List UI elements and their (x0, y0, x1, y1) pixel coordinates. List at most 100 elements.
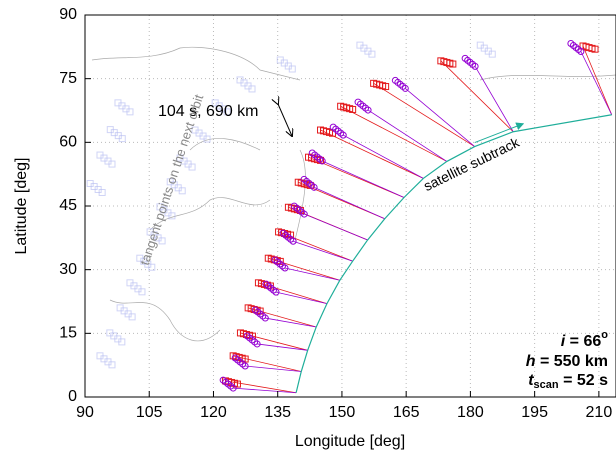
param-symbol: t (528, 372, 534, 389)
y-tick-label: 30 (59, 261, 77, 278)
scan-end-point (251, 306, 259, 314)
next-orbit-point (188, 163, 196, 171)
purple-sight-line (292, 240, 353, 262)
x-tick-label: 195 (521, 404, 548, 421)
y-tick-label: 0 (68, 388, 77, 405)
x-tick-label: 105 (136, 404, 163, 421)
separation-annotation: 104 s, 690 km (158, 103, 292, 136)
scan-end-point (290, 202, 298, 210)
scan-end-point (262, 280, 270, 288)
y-tick-label: 15 (59, 325, 77, 342)
next-orbit-point (138, 288, 146, 296)
y-tick-label: 75 (59, 70, 77, 87)
param-text: = 550 km (536, 353, 609, 370)
subtrack-arrow (474, 122, 525, 144)
next-orbit-point (98, 189, 106, 197)
tangent-point (449, 60, 457, 68)
scan-end-point (243, 332, 251, 340)
y-tick-label: 45 (59, 197, 77, 214)
subtrack-line (295, 114, 612, 393)
param-h: h = 550 km (526, 353, 608, 370)
red-sight-line (320, 129, 424, 179)
scan-end-point (300, 175, 308, 183)
x-tick-label: 210 (586, 404, 613, 421)
purple-sight-line (313, 186, 385, 220)
next-orbit-point (178, 187, 186, 195)
purple-sight-line (580, 51, 613, 115)
next-orbit-point (108, 361, 116, 369)
next-orbit-point (488, 50, 496, 58)
scan-end-point (567, 40, 575, 48)
purple-sight-line (233, 387, 297, 394)
x-tick-label: 120 (200, 404, 227, 421)
coastline (91, 46, 616, 342)
x-axis-label: Longitude [deg] (295, 433, 405, 450)
scan-end-point (391, 76, 399, 84)
purple-sight-line (245, 365, 302, 372)
purple-sight-line (275, 291, 328, 305)
tangent-point (349, 105, 357, 113)
red-sight-line (340, 105, 448, 162)
scan-end-point (308, 149, 316, 157)
scan-end-point (354, 98, 362, 106)
purple-sight-line (405, 88, 475, 147)
y-tick-label: 60 (59, 134, 77, 151)
scan-end-point (271, 256, 279, 264)
next-orbit-point (203, 135, 211, 143)
param-symbol: h (526, 353, 536, 370)
next-orbit-point (288, 65, 296, 73)
purple-sight-line (304, 213, 368, 241)
red-sight-line (440, 60, 514, 133)
scan-end-point (219, 376, 227, 384)
x-tick-label: 90 (76, 404, 94, 421)
next-orbit-point (128, 313, 136, 321)
next-orbit-point (368, 50, 376, 58)
x-tick-label: 165 (393, 404, 420, 421)
param-sup: o (601, 329, 608, 341)
plot-area (85, 15, 616, 397)
purple-sight-line (322, 160, 405, 198)
next-orbit-point (118, 135, 126, 143)
red-sight-line (258, 282, 328, 305)
param-sub: scan (534, 379, 559, 391)
next-orbit-point (148, 263, 156, 271)
tangent-point (591, 45, 599, 53)
y-axis-label: Latitude [deg] (13, 158, 30, 255)
next-orbit-point (248, 85, 256, 93)
scan-end-point (279, 229, 287, 237)
purple-sight-line (474, 66, 514, 132)
red-sight-line (233, 355, 302, 372)
param-t: tscan = 52 s (528, 372, 608, 391)
next-orbit-point (108, 160, 116, 168)
next-orbit-point (158, 237, 166, 245)
red-sight-line (373, 82, 475, 147)
y-tick-label: 90 (59, 6, 77, 23)
next-orbit-point (223, 108, 231, 116)
next-orbit-point (118, 338, 126, 346)
param-i: i = 66o (561, 329, 608, 350)
next-orbit-point (168, 212, 176, 220)
parameters: i = 66o h = 550 km tscan = 52 s (526, 329, 609, 391)
scan-end-point (461, 54, 469, 62)
param-symbol: i (561, 333, 566, 350)
x-tick-label: 150 (329, 404, 356, 421)
purple-sight-line (257, 343, 308, 351)
separation-arrow (278, 104, 292, 136)
subtrack-label: satellite subtrack (421, 133, 523, 194)
purple-sight-line (367, 109, 448, 162)
tangent-point (382, 83, 390, 91)
scan-end-point (231, 354, 239, 362)
param-text: = 52 s (559, 372, 608, 389)
x-tick-label: 180 (457, 404, 484, 421)
next-orbit-point (126, 108, 134, 116)
x-tick-label: 135 (264, 404, 291, 421)
purple-sight-line (284, 267, 340, 281)
scan-end-point (329, 123, 337, 131)
separation-label: 104 s, 690 km (158, 103, 259, 120)
purple-sight-line (265, 317, 317, 328)
purple-sight-line (343, 134, 424, 179)
tangent-point (233, 380, 241, 388)
param-text: = 66 (565, 333, 601, 350)
red-sight-line (582, 45, 613, 115)
